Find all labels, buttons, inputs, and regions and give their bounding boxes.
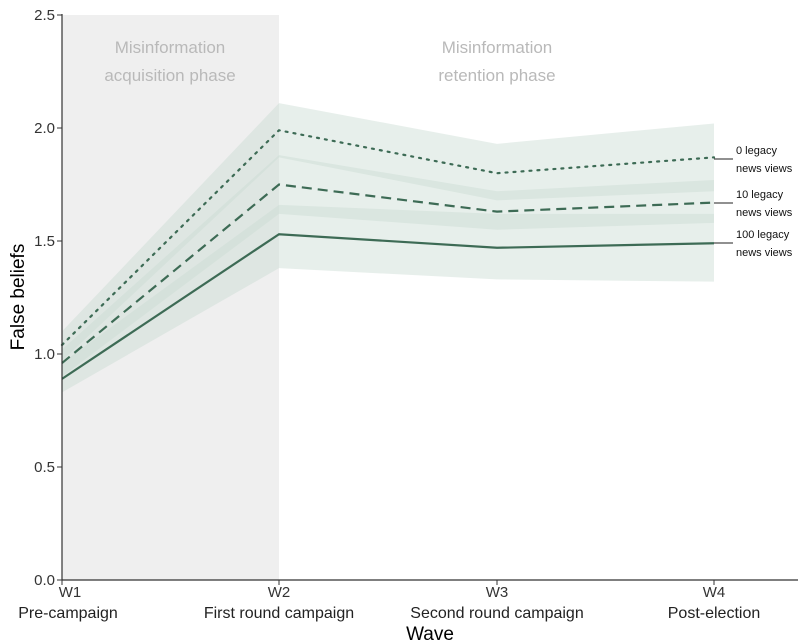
series-line-0 xyxy=(60,129,716,347)
acquisition-phase-shading xyxy=(62,15,279,580)
series-label-0-line2: news views xyxy=(736,163,793,175)
y-tick-label: 2.5 xyxy=(34,7,55,24)
phase-labels: Misinformation acquisition phase Misinfo… xyxy=(104,38,555,85)
series-label-2-line1: 100 legacy xyxy=(736,229,790,241)
x-tick-label-w2: W2 xyxy=(268,584,291,601)
y-axis-title: False beliefs xyxy=(8,244,29,351)
x-sublabel-pre-campaign: Pre-campaign xyxy=(18,605,118,622)
y-tick-label: 0.0 xyxy=(34,572,55,589)
series-lines xyxy=(60,129,716,380)
ci-band-series-2 xyxy=(62,204,714,393)
series-label-1-line2: news views xyxy=(736,207,793,219)
y-tick-label: 2.0 xyxy=(34,120,55,137)
x-tick-label-w4: W4 xyxy=(703,584,726,601)
series-label-0-line1: 0 legacy xyxy=(736,145,777,157)
confidence-bands xyxy=(62,103,714,393)
x-sublabel-second-round: Second round campaign xyxy=(410,605,583,622)
phase-retention-line1: Misinformation xyxy=(442,38,553,57)
y-tick-label: 1.5 xyxy=(34,233,55,250)
phase-acquisition-line1: Misinformation xyxy=(115,38,226,57)
series-label-2-line2: news views xyxy=(736,247,793,259)
y-tick-label: 0.5 xyxy=(34,459,55,476)
y-tick-label: 1.0 xyxy=(34,346,55,363)
series-label-1-line1: 10 legacy xyxy=(736,189,784,201)
phase-retention-line2: retention phase xyxy=(438,66,555,85)
series-line-1 xyxy=(61,183,715,364)
x-axis-ticks: W1 W2 W3 W4 Pre-campaign First round cam… xyxy=(18,580,760,622)
series-end-labels: 0 legacy news views 10 legacy news views… xyxy=(714,145,793,259)
ci-band-series-1 xyxy=(62,155,714,377)
x-axis-title: Wave xyxy=(406,624,454,644)
ci-band-series-0 xyxy=(62,103,714,361)
phase-acquisition-line2: acquisition phase xyxy=(104,66,235,85)
x-sublabel-post-election: Post-election xyxy=(668,605,761,622)
x-tick-label-w1: W1 xyxy=(59,584,82,601)
x-sublabel-first-round: First round campaign xyxy=(204,605,354,622)
series-line-2 xyxy=(61,233,715,380)
y-axis-ticks: 0.0 0.5 1.0 1.5 2.0 2.5 xyxy=(34,7,62,589)
x-tick-label-w3: W3 xyxy=(486,584,509,601)
